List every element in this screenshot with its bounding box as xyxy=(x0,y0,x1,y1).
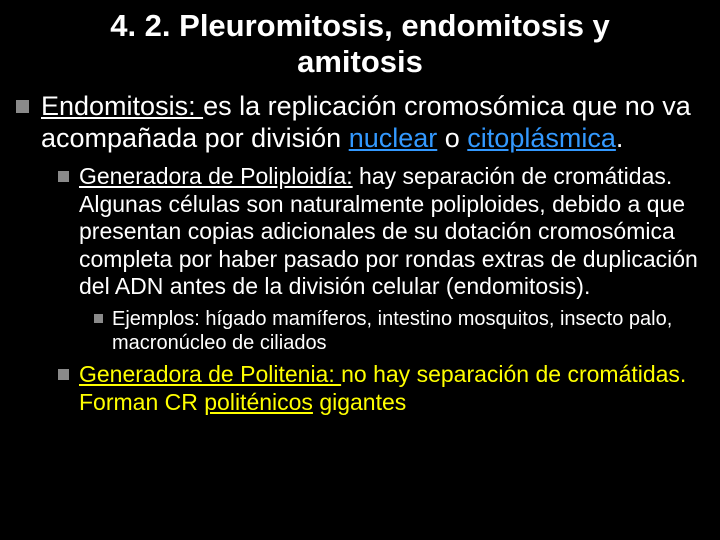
bullet-lvl2-politenia: Generadora de Politenia: no hay separaci… xyxy=(58,361,706,416)
lvl1-text: Endomitosis: es la replicación cromosómi… xyxy=(41,91,706,155)
title-line2: amitosis xyxy=(297,44,423,79)
lvl2b-lead: Generadora de Politenia: xyxy=(79,361,341,387)
square-bullet-icon xyxy=(16,100,29,113)
lvl1-dot: . xyxy=(616,123,624,153)
lvl2a-text: Generadora de Poliploidía: hay separació… xyxy=(79,163,706,301)
lvl2a-lead: Generadora de Poliploidía: xyxy=(79,163,353,189)
link-nuclear[interactable]: nuclear xyxy=(349,123,438,153)
bullet-lvl2-poliploidia: Generadora de Poliploidía: hay separació… xyxy=(58,163,706,301)
lvl2b-text: Generadora de Politenia: no hay separaci… xyxy=(79,361,706,416)
slide: 4. 2. Pleuromitosis, endomitosis y amito… xyxy=(0,0,720,540)
lvl3a-text: Ejemplos: hígado mamíferos, intestino mo… xyxy=(112,307,706,355)
bullet-lvl3-ejemplos: Ejemplos: hígado mamíferos, intestino mo… xyxy=(94,307,706,355)
square-bullet-icon xyxy=(58,171,69,182)
slide-title: 4. 2. Pleuromitosis, endomitosis y amito… xyxy=(14,8,706,79)
lvl2b-rest2: politénicos xyxy=(204,389,313,415)
square-bullet-icon xyxy=(94,314,103,323)
square-bullet-icon xyxy=(58,369,69,380)
bullet-lvl1: Endomitosis: es la replicación cromosómi… xyxy=(14,91,706,155)
lvl1-sep: o xyxy=(437,123,467,153)
link-citoplasmica[interactable]: citoplásmica xyxy=(467,123,616,153)
lvl2b-rest3: gigantes xyxy=(313,389,406,415)
title-line1: 4. 2. Pleuromitosis, endomitosis y xyxy=(110,8,610,43)
term-endomitosis: Endomitosis: xyxy=(41,91,203,121)
